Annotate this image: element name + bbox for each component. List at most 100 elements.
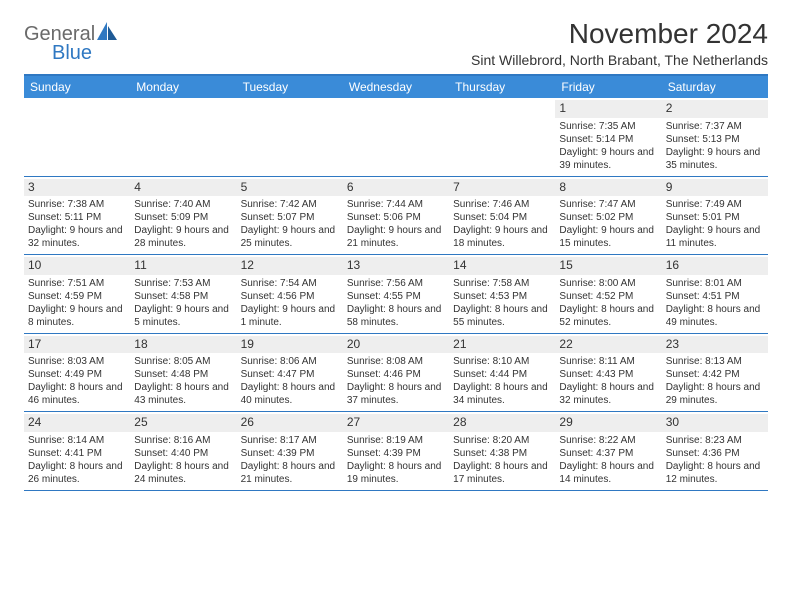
day-number: 24 [24, 414, 130, 432]
day-number: 3 [24, 179, 130, 197]
logo-text-blue: Blue [52, 43, 119, 63]
day-number: 13 [343, 257, 449, 275]
daylight-text: Daylight: 9 hours and 35 minutes. [666, 146, 764, 172]
day-header: Wednesday [343, 76, 449, 98]
day-number: 27 [343, 414, 449, 432]
page-header: General Blue November 2024 Sint Willebro… [24, 18, 768, 68]
sunrise-text: Sunrise: 8:08 AM [347, 355, 445, 368]
sunset-text: Sunset: 4:36 PM [666, 447, 764, 460]
day-cell: 22Sunrise: 8:11 AMSunset: 4:43 PMDayligh… [555, 334, 661, 412]
day-cell [343, 98, 449, 176]
sunset-text: Sunset: 4:48 PM [134, 368, 232, 381]
day-cell: 2Sunrise: 7:37 AMSunset: 5:13 PMDaylight… [662, 98, 768, 176]
sunrise-text: Sunrise: 8:11 AM [559, 355, 657, 368]
day-number: 21 [449, 336, 555, 354]
logo-sail-icon [97, 22, 119, 45]
day-number: 30 [662, 414, 768, 432]
sunset-text: Sunset: 4:49 PM [28, 368, 126, 381]
sunrise-text: Sunrise: 8:13 AM [666, 355, 764, 368]
day-number: 1 [555, 100, 661, 118]
sunset-text: Sunset: 5:02 PM [559, 211, 657, 224]
sunrise-text: Sunrise: 8:01 AM [666, 277, 764, 290]
sunset-text: Sunset: 5:06 PM [347, 211, 445, 224]
day-cell: 20Sunrise: 8:08 AMSunset: 4:46 PMDayligh… [343, 334, 449, 412]
sunrise-text: Sunrise: 8:14 AM [28, 434, 126, 447]
daylight-text: Daylight: 8 hours and 58 minutes. [347, 303, 445, 329]
day-cell: 30Sunrise: 8:23 AMSunset: 4:36 PMDayligh… [662, 412, 768, 490]
sunrise-text: Sunrise: 8:20 AM [453, 434, 551, 447]
sunset-text: Sunset: 4:44 PM [453, 368, 551, 381]
sunset-text: Sunset: 4:56 PM [241, 290, 339, 303]
daylight-text: Daylight: 8 hours and 32 minutes. [559, 381, 657, 407]
sunset-text: Sunset: 4:47 PM [241, 368, 339, 381]
sunset-text: Sunset: 4:37 PM [559, 447, 657, 460]
day-number: 6 [343, 179, 449, 197]
day-cell: 8Sunrise: 7:47 AMSunset: 5:02 PMDaylight… [555, 177, 661, 255]
day-number: 19 [237, 336, 343, 354]
daylight-text: Daylight: 8 hours and 52 minutes. [559, 303, 657, 329]
day-cell: 1 Sunrise: 7:35 AMSunset: 5:14 PMDaylight… [555, 98, 661, 176]
day-number: 20 [343, 336, 449, 354]
day-number: 14 [449, 257, 555, 275]
day-number: 10 [24, 257, 130, 275]
sunset-text: Sunset: 4:43 PM [559, 368, 657, 381]
daylight-text: Daylight: 8 hours and 17 minutes. [453, 460, 551, 486]
daylight-text: Daylight: 8 hours and 29 minutes. [666, 381, 764, 407]
week-row: 1Sunrise: 7:35 AMSunset: 5:14 PMDaylight… [24, 98, 768, 177]
day-number: 15 [555, 257, 661, 275]
daylight-text: Daylight: 8 hours and 37 minutes. [347, 381, 445, 407]
daylight-text: Daylight: 8 hours and 49 minutes. [666, 303, 764, 329]
day-number: 22 [555, 336, 661, 354]
daylight-text: Daylight: 9 hours and 5 minutes. [134, 303, 232, 329]
day-cell: 27Sunrise: 8:19 AMSunset: 4:39 PMDayligh… [343, 412, 449, 490]
day-cell: 14Sunrise: 7:58 AMSunset: 4:53 PMDayligh… [449, 255, 555, 333]
daylight-text: Daylight: 9 hours and 8 minutes. [28, 303, 126, 329]
sunrise-text: Sunrise: 7:47 AM [559, 198, 657, 211]
daylight-text: Daylight: 9 hours and 1 minute. [241, 303, 339, 329]
sunset-text: Sunset: 4:42 PM [666, 368, 764, 381]
daylight-text: Daylight: 9 hours and 11 minutes. [666, 224, 764, 250]
sunrise-text: Sunrise: 7:35 AM [559, 120, 657, 133]
day-cell: 15Sunrise: 8:00 AMSunset: 4:52 PMDayligh… [555, 255, 661, 333]
day-number: 4 [130, 179, 236, 197]
daylight-text: Daylight: 8 hours and 43 minutes. [134, 381, 232, 407]
day-number: 7 [449, 179, 555, 197]
day-cell: 29Sunrise: 8:22 AMSunset: 4:37 PMDayligh… [555, 412, 661, 490]
day-cell: 24Sunrise: 8:14 AMSunset: 4:41 PMDayligh… [24, 412, 130, 490]
day-header: Thursday [449, 76, 555, 98]
sunset-text: Sunset: 4:46 PM [347, 368, 445, 381]
daylight-text: Daylight: 8 hours and 26 minutes. [28, 460, 126, 486]
daylight-text: Daylight: 9 hours and 39 minutes. [559, 146, 657, 172]
day-cell: 7Sunrise: 7:46 AMSunset: 5:04 PMDaylight… [449, 177, 555, 255]
day-cell: 13Sunrise: 7:56 AMSunset: 4:55 PMDayligh… [343, 255, 449, 333]
daylight-text: Daylight: 8 hours and 14 minutes. [559, 460, 657, 486]
day-cell [237, 98, 343, 176]
day-header: Saturday [662, 76, 768, 98]
sunset-text: Sunset: 4:40 PM [134, 447, 232, 460]
sunrise-text: Sunrise: 8:23 AM [666, 434, 764, 447]
calendar-page: General Blue November 2024 Sint Willebro… [0, 0, 792, 509]
sunset-text: Sunset: 4:52 PM [559, 290, 657, 303]
sunrise-text: Sunrise: 7:49 AM [666, 198, 764, 211]
sunset-text: Sunset: 4:39 PM [241, 447, 339, 460]
sunrise-text: Sunrise: 7:46 AM [453, 198, 551, 211]
day-number: 8 [555, 179, 661, 197]
day-cell: 10Sunrise: 7:51 AMSunset: 4:59 PMDayligh… [24, 255, 130, 333]
day-header: Monday [130, 76, 236, 98]
day-number: 12 [237, 257, 343, 275]
sunrise-text: Sunrise: 7:38 AM [28, 198, 126, 211]
sunset-text: Sunset: 5:14 PM [559, 133, 657, 146]
day-cell: 25Sunrise: 8:16 AMSunset: 4:40 PMDayligh… [130, 412, 236, 490]
day-number: 25 [130, 414, 236, 432]
sunrise-text: Sunrise: 8:06 AM [241, 355, 339, 368]
day-number: 17 [24, 336, 130, 354]
day-header: Friday [555, 76, 661, 98]
week-row: 3Sunrise: 7:38 AMSunset: 5:11 PMDaylight… [24, 177, 768, 256]
sunrise-text: Sunrise: 8:16 AM [134, 434, 232, 447]
daylight-text: Daylight: 9 hours and 18 minutes. [453, 224, 551, 250]
day-number: 9 [662, 179, 768, 197]
sunrise-text: Sunrise: 7:42 AM [241, 198, 339, 211]
week-row: 10Sunrise: 7:51 AMSunset: 4:59 PMDayligh… [24, 255, 768, 334]
page-title: November 2024 [471, 18, 768, 50]
daylight-text: Daylight: 9 hours and 32 minutes. [28, 224, 126, 250]
